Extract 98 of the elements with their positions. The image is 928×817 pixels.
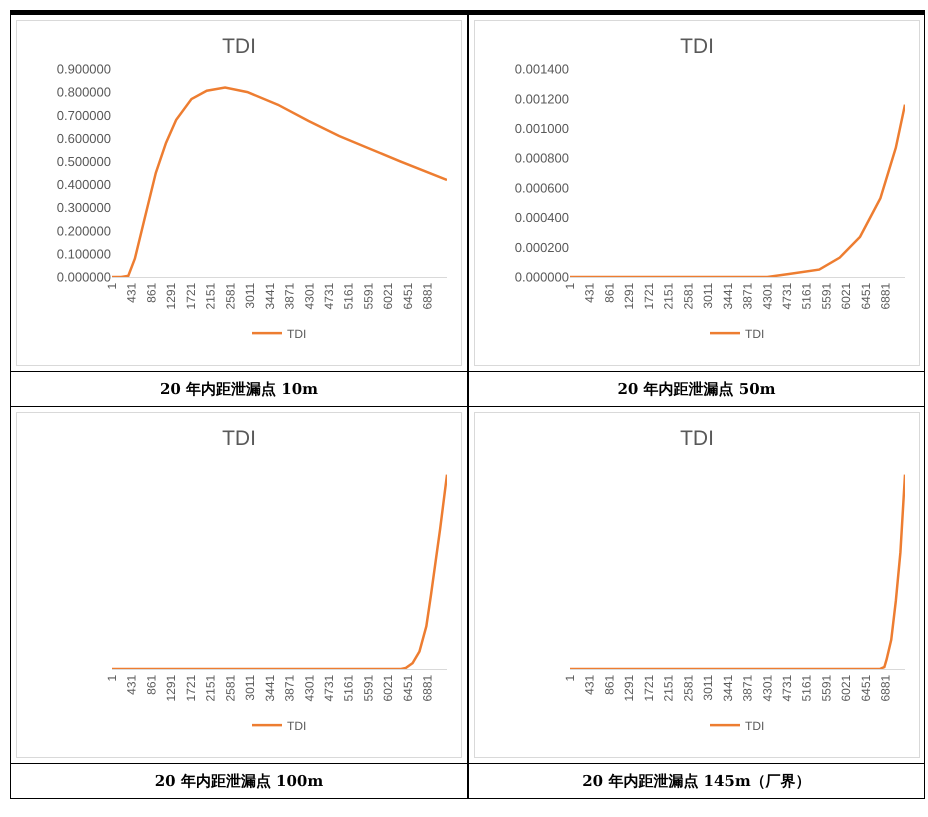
x-tick-label: 2581 — [681, 674, 696, 702]
x-tick-label: 6451 — [400, 674, 415, 702]
x-tick-label: 3011 — [243, 674, 258, 701]
x-tick-label: 6021 — [381, 282, 396, 310]
x-tick-label: 1721 — [642, 282, 656, 310]
x-tick-label: 5591 — [819, 282, 834, 310]
y-tick-label: 0.000400 — [514, 210, 569, 226]
x-tick-label: 861 — [602, 282, 616, 303]
x-tick-label: 3441 — [262, 674, 277, 702]
chart-title: TDI — [222, 34, 256, 58]
x-tick-label: 5161 — [342, 674, 356, 702]
x-tick-label: 3871 — [740, 282, 755, 310]
x-tick-label: 3011 — [701, 674, 716, 701]
legend-label: TDI — [745, 718, 764, 733]
x-tick-label: 5161 — [800, 282, 814, 310]
x-tick-label: 3871 — [282, 674, 297, 702]
x-tick-label: 6021 — [381, 674, 396, 702]
y-tick-label: 0.001000 — [514, 120, 569, 136]
x-tick-label: 431 — [582, 674, 597, 695]
y-tick-label: 0.000200 — [514, 240, 569, 255]
y-tick-label: 0.100000 — [56, 246, 111, 262]
y-tick-label: 0.300000 — [56, 200, 111, 216]
x-tick-label: 6881 — [420, 674, 435, 702]
x-tick-label: 3441 — [720, 282, 735, 310]
x-tick-label: 1291 — [164, 674, 178, 702]
x-tick-label: 4731 — [322, 674, 336, 702]
y-tick-label: 0.001200 — [514, 91, 569, 106]
x-tick-label: 4731 — [780, 282, 794, 310]
x-tick-label: 861 — [144, 282, 158, 303]
y-tick-label: 0.500000 — [56, 154, 111, 169]
x-tick-label: 3441 — [262, 282, 277, 310]
x-tick-label: 2581 — [223, 282, 238, 310]
x-tick-label: 4301 — [302, 674, 316, 702]
x-tick-label: 3011 — [243, 282, 258, 309]
y-tick-label: 0.000800 — [514, 150, 569, 166]
x-tick-label: 3871 — [740, 674, 755, 702]
x-tick-label: 6451 — [858, 282, 873, 310]
chart-title: TDI — [680, 426, 714, 450]
x-tick-label: 3011 — [701, 282, 716, 309]
x-tick-label: 4301 — [760, 674, 774, 702]
x-tick-label: 3441 — [720, 674, 735, 702]
x-tick-label: 5591 — [819, 674, 834, 702]
legend-label: TDI — [745, 326, 764, 341]
x-tick-label: 1721 — [642, 674, 656, 702]
y-tick-label: 0.600000 — [56, 130, 111, 146]
x-tick-label: 861 — [144, 674, 158, 695]
x-tick-label: 1 — [562, 282, 577, 290]
y-tick-label: 0.400000 — [56, 177, 111, 192]
legend-label: TDI — [287, 326, 306, 341]
x-tick-label: 6881 — [420, 282, 435, 310]
y-tick-label: 0.000000 — [56, 270, 111, 285]
x-tick-label: 1 — [104, 282, 119, 290]
x-tick-label: 1291 — [622, 282, 636, 310]
x-tick-label: 1721 — [184, 282, 198, 310]
text: 20 年内距泄漏点 100m — [11, 763, 467, 798]
y-tick-label: 0.000600 — [514, 180, 569, 196]
x-tick-label: 4301 — [302, 282, 316, 310]
legend-label: TDI — [287, 718, 306, 733]
x-tick-label: 2151 — [662, 282, 676, 310]
x-tick-label: 1721 — [184, 674, 198, 702]
x-tick-label: 861 — [602, 674, 616, 695]
x-tick-label: 5591 — [361, 674, 376, 702]
y-tick-label: 0.200000 — [56, 223, 111, 238]
x-tick-label: 431 — [124, 674, 139, 695]
y-tick-label: 0.900000 — [56, 62, 111, 77]
x-tick-label: 6021 — [839, 674, 854, 702]
x-tick-label: 2151 — [662, 674, 676, 702]
x-tick-label: 1291 — [622, 674, 636, 702]
y-tick-label: 0.800000 — [56, 84, 111, 100]
y-tick-label: 0.700000 — [56, 108, 111, 123]
x-tick-label: 1291 — [164, 282, 178, 310]
x-tick-label: 5161 — [800, 674, 814, 702]
x-tick-label: 4731 — [322, 282, 336, 310]
text: 20 年内距泄漏点 10m — [11, 371, 467, 406]
x-tick-label: 4301 — [760, 282, 774, 310]
x-tick-label: 2151 — [204, 674, 218, 702]
x-tick-label: 5161 — [342, 282, 356, 310]
x-tick-label: 4731 — [780, 674, 794, 702]
x-tick-label: 2151 — [204, 282, 218, 310]
text: 20 年内距泄漏点 50m — [469, 371, 924, 406]
chart-title: TDI — [680, 34, 714, 58]
x-tick-label: 1 — [562, 674, 577, 682]
x-tick-label: 6021 — [839, 282, 854, 310]
x-tick-label: 2581 — [681, 282, 696, 310]
x-tick-label: 6881 — [878, 674, 893, 702]
y-tick-label: 0.001400 — [514, 62, 569, 77]
y-tick-label: 0.000000 — [514, 270, 569, 285]
x-tick-label: 431 — [582, 282, 597, 303]
x-tick-label: 5591 — [361, 282, 376, 310]
chart-title: TDI — [222, 426, 256, 450]
text: 20 年内距泄漏点 145m（厂界） — [469, 763, 924, 798]
x-tick-label: 6451 — [400, 282, 415, 310]
x-tick-label: 3871 — [282, 282, 297, 310]
x-tick-label: 6881 — [878, 282, 893, 310]
x-tick-label: 1 — [104, 674, 119, 682]
x-tick-label: 2581 — [223, 674, 238, 702]
x-tick-label: 431 — [124, 282, 139, 303]
x-tick-label: 6451 — [858, 674, 873, 702]
